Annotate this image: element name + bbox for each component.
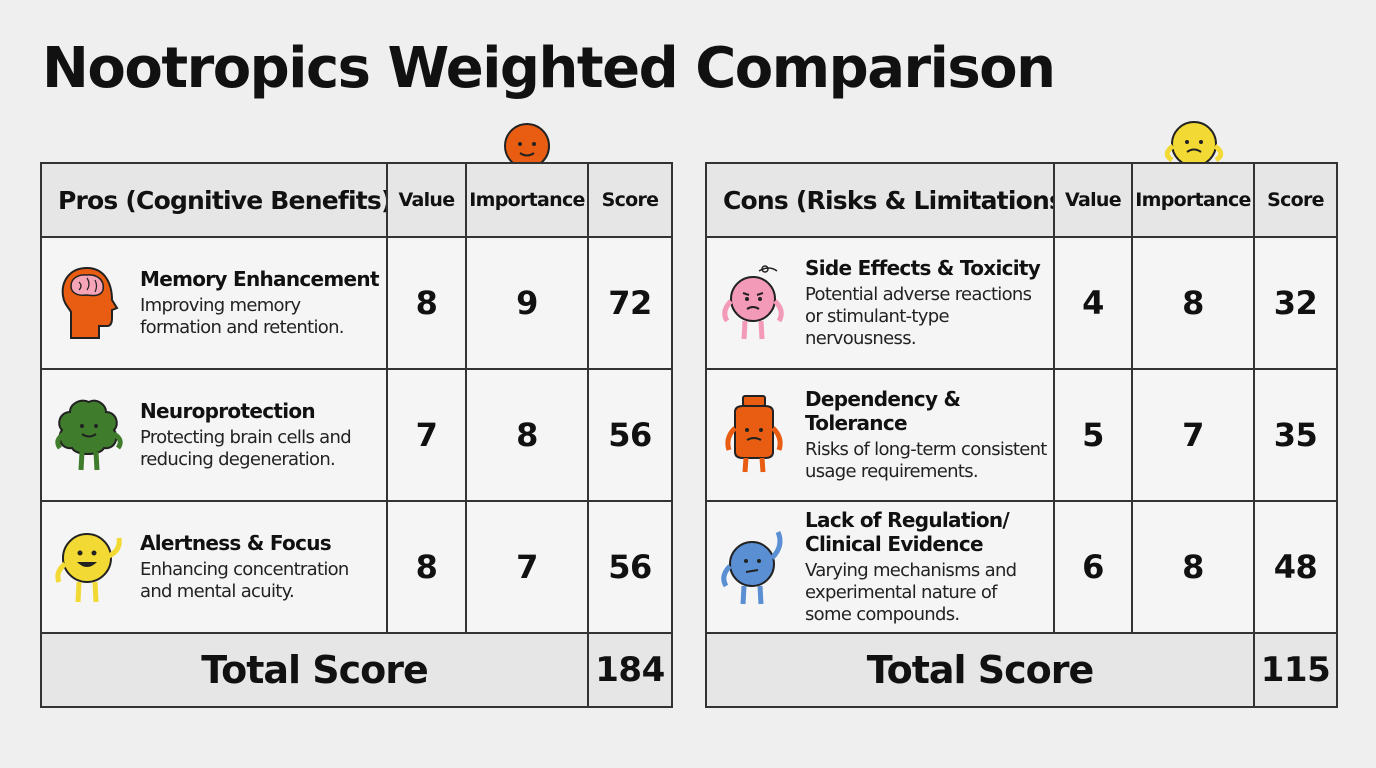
total-score-label: Total Score xyxy=(705,632,1255,708)
pros-item-cell: Memory Enhancement Improving memory form… xyxy=(40,236,388,370)
table-row: Dependency & Tolerance Risks of long-ter… xyxy=(705,368,1338,502)
item-title: Dependency & Tolerance xyxy=(805,387,961,436)
item-description: Risks of long-term consistent usage requ… xyxy=(805,439,1047,482)
value-cell: 4 xyxy=(1053,236,1133,370)
importance-cell: 7 xyxy=(1131,368,1255,502)
green-brain-character-icon xyxy=(50,390,128,480)
score-cell: 72 xyxy=(587,236,673,370)
cons-item-cell: Dependency & Tolerance Risks of long-ter… xyxy=(705,368,1055,502)
score-cell: 35 xyxy=(1253,368,1338,502)
cons-score-header: Score xyxy=(1253,162,1338,238)
value-cell: 7 xyxy=(386,368,467,502)
item-title: Side Effects & Toxicity xyxy=(805,256,1041,281)
item-title: Alertness & Focus xyxy=(140,531,332,556)
item-description: Varying mechanisms and experimental natu… xyxy=(805,560,1017,625)
value-cell: 8 xyxy=(386,500,467,634)
pros-importance-header: Importance xyxy=(465,162,589,238)
cons-item-cell: Lack of Regulation/ Clinical Evidence Va… xyxy=(705,500,1055,634)
item-title: Neuroprotection xyxy=(140,399,316,424)
table-row: Lack of Regulation/ Clinical Evidence Va… xyxy=(705,500,1338,634)
cons-table: Cons (Risks & Limitations) Value Importa… xyxy=(705,162,1338,708)
head-brain-icon xyxy=(50,258,128,348)
importance-cell: 9 xyxy=(465,236,589,370)
orange-bottle-character-icon xyxy=(715,390,793,480)
value-cell: 6 xyxy=(1053,500,1133,634)
value-cell: 8 xyxy=(386,236,467,370)
score-cell: 32 xyxy=(1253,236,1338,370)
importance-cell: 8 xyxy=(1131,500,1255,634)
blue-confused-character-icon xyxy=(715,522,793,612)
pros-category-header: Pros (Cognitive Benefits) xyxy=(40,162,388,238)
pink-dizzy-character-icon xyxy=(715,258,793,348)
pros-item-cell: Neuroprotection Protecting brain cells a… xyxy=(40,368,388,502)
item-description: Protecting brain cells and reducing dege… xyxy=(140,427,352,470)
pros-score-header: Score xyxy=(587,162,673,238)
item-description: Enhancing concentration and mental acuit… xyxy=(140,559,349,602)
page-title: Nootropics Weighted Comparison xyxy=(42,36,1056,101)
table-row: Side Effects & Toxicity Potential advers… xyxy=(705,236,1338,370)
total-score-value: 184 xyxy=(587,632,673,708)
pros-item-cell: Alertness & Focus Enhancing concentratio… xyxy=(40,500,388,634)
importance-cell: 7 xyxy=(465,500,589,634)
yellow-smiley-character-icon xyxy=(50,522,128,612)
item-description: Improving memory formation and retention… xyxy=(140,295,345,338)
cons-item-cell: Side Effects & Toxicity Potential advers… xyxy=(705,236,1055,370)
table-row: Alertness & Focus Enhancing concentratio… xyxy=(40,500,673,634)
table-row: Neuroprotection Protecting brain cells a… xyxy=(40,368,673,502)
pros-value-header: Value xyxy=(386,162,467,238)
total-row: Total Score 115 xyxy=(705,632,1338,708)
item-title: Lack of Regulation/ Clinical Evidence xyxy=(805,508,1010,557)
cons-category-header: Cons (Risks & Limitations) xyxy=(705,162,1055,238)
total-score-label: Total Score xyxy=(40,632,589,708)
score-cell: 48 xyxy=(1253,500,1338,634)
item-title: Memory Enhancement xyxy=(140,267,380,292)
value-cell: 5 xyxy=(1053,368,1133,502)
cons-value-header: Value xyxy=(1053,162,1133,238)
table-row: Memory Enhancement Improving memory form… xyxy=(40,236,673,370)
score-cell: 56 xyxy=(587,368,673,502)
item-description: Potential adverse reactions or stimulant… xyxy=(805,284,1032,349)
importance-cell: 8 xyxy=(465,368,589,502)
total-row: Total Score 184 xyxy=(40,632,673,708)
cons-importance-header: Importance xyxy=(1131,162,1255,238)
pros-table: Pros (Cognitive Benefits) Value Importan… xyxy=(40,162,673,708)
importance-cell: 8 xyxy=(1131,236,1255,370)
score-cell: 56 xyxy=(587,500,673,634)
total-score-value: 115 xyxy=(1253,632,1338,708)
